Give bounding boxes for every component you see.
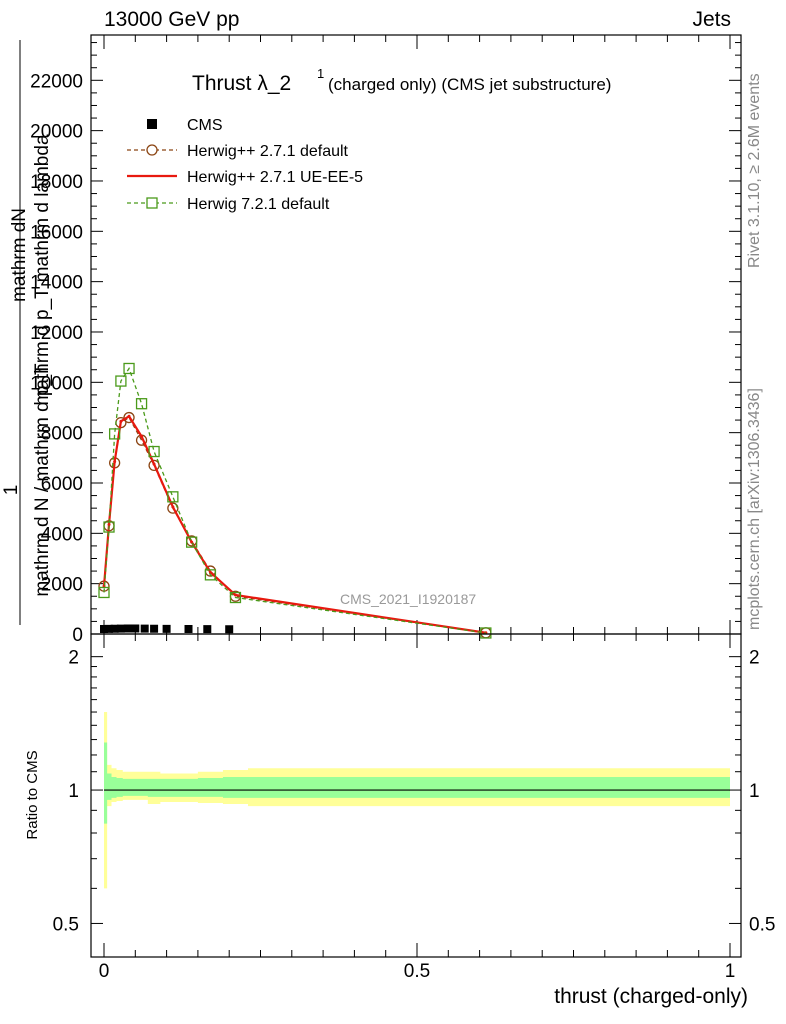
ratio-frame xyxy=(90,633,742,958)
series-line-2 xyxy=(102,414,487,634)
x-tick-label: 1 xyxy=(725,961,736,982)
legend-label: Herwig 7.2.1 default xyxy=(187,196,330,213)
main-plot-panel: 0 2000 4000 6000 8000 10000 12000 14000 16000 180… xyxy=(1,34,742,646)
ratio-y-tick-label: 2 xyxy=(68,648,79,669)
x-tick-label: 0 xyxy=(99,961,110,982)
y-tick-label: 6000 xyxy=(41,474,83,495)
herwig7-point xyxy=(98,586,110,599)
cms-data-point xyxy=(123,624,132,633)
y-axis-label-line: mathrm d N / mathrm d p_T xyxy=(32,363,53,597)
herwig7-point xyxy=(123,362,135,375)
cms-data-point xyxy=(105,624,114,633)
ratio-y-axis-label: Ratio to CMS xyxy=(24,750,41,839)
cms-data-point xyxy=(100,624,108,633)
herwig7-point xyxy=(148,445,160,458)
herwig7-point xyxy=(108,428,121,440)
y-tick-label: 10000 xyxy=(30,373,83,394)
header-process-label: Jets xyxy=(692,8,731,31)
herwig7-point xyxy=(480,627,492,639)
cms-data-point xyxy=(150,624,159,633)
legend-label: Herwig++ 2.7.1 default xyxy=(187,143,349,160)
chart-title: Thrust λ_2 xyxy=(192,72,291,95)
ue-ee5-point xyxy=(113,460,117,464)
cms-data-point xyxy=(225,625,234,634)
legend-marker-square xyxy=(146,197,158,209)
legend-label: Herwig++ 2.7.1 UE-EE-5 xyxy=(187,169,363,186)
y-tick-label: 2000 xyxy=(41,575,83,596)
herwig7-point xyxy=(103,521,115,533)
series-line-3 xyxy=(103,367,486,634)
herwig7-point xyxy=(115,375,127,387)
ue-ee5-point xyxy=(152,462,156,466)
ue-ee5-point xyxy=(171,505,175,509)
herwig-default-point xyxy=(123,411,135,424)
analysis-watermark: CMS_2021_I1920187 xyxy=(340,591,476,607)
ratio-y-tick-label-right: 0.5 xyxy=(749,914,775,935)
y-axis-label-line: mathrm d p_T mathrm d lambda xyxy=(32,134,53,405)
y-tick-label: 16000 xyxy=(30,222,83,243)
y-axis-label-line: 1 xyxy=(1,485,22,496)
chart-subtitle: (charged only) (CMS jet substructure) xyxy=(328,75,611,94)
legend-marker-cms xyxy=(147,119,157,129)
herwig7-point xyxy=(185,536,198,548)
legend-marker-circle xyxy=(146,144,158,156)
ratio-plot-panel: 0 0.5 1 0.5 0.5 1 1 2 2 Ratio to CMS xyxy=(24,633,775,982)
ue-ee5-point xyxy=(127,414,131,418)
herwig7-point xyxy=(167,491,179,503)
ue-ee5-point xyxy=(140,434,144,438)
cms-data-point xyxy=(162,624,171,633)
x-tick-label: 0.5 xyxy=(404,961,430,982)
y-tick-label: 12000 xyxy=(30,323,83,344)
y-tick-label: 14000 xyxy=(30,273,83,294)
legend-label: CMS xyxy=(187,117,223,134)
y-tick-label: 8000 xyxy=(41,424,83,445)
cms-data-point xyxy=(184,624,193,633)
y-tick-label: 18000 xyxy=(30,172,83,193)
ue-ee5-point xyxy=(233,593,237,597)
header-energy-label: 13000 GeV pp xyxy=(104,8,240,31)
x-axis-label: thrust (charged-only) xyxy=(554,985,748,1008)
ratio-y-tick-label-right: 2 xyxy=(749,648,760,669)
chart-title-superscript: 1 xyxy=(317,66,324,81)
cms-data-point xyxy=(131,624,140,633)
ratio-outer-band xyxy=(104,712,730,889)
cms-data-point xyxy=(116,624,125,633)
herwig7-point xyxy=(204,569,217,581)
ratio-y-tick-label: 0.5 xyxy=(53,914,79,935)
ue-ee5-point xyxy=(119,419,123,423)
cms-data-point xyxy=(110,624,119,633)
herwig-default-point xyxy=(148,459,160,472)
mcplots-label: mcplots.cern.ch [arXiv:1306.3436] xyxy=(746,388,763,630)
ratio-inner-band xyxy=(104,742,730,824)
ue-ee5-point xyxy=(208,570,212,574)
cms-data-point xyxy=(140,624,149,633)
herwig7-point xyxy=(135,398,148,410)
y-tick-label: 0 xyxy=(72,625,83,646)
ratio-y-tick-label: 1 xyxy=(68,781,79,802)
herwig7-point xyxy=(229,591,242,604)
ratio-y-tick-label-right: 1 xyxy=(749,781,760,802)
herwig-default-point xyxy=(167,502,179,514)
ue-ee5-point xyxy=(107,523,111,527)
rivet-version-label: Rivet 3.1.10, ≥ 2.6M events xyxy=(746,73,763,268)
cms-data-point xyxy=(203,625,212,634)
y-tick-label: 22000 xyxy=(30,71,83,92)
y-tick-label: 4000 xyxy=(41,524,83,545)
y-tick-label: 20000 xyxy=(30,122,83,143)
